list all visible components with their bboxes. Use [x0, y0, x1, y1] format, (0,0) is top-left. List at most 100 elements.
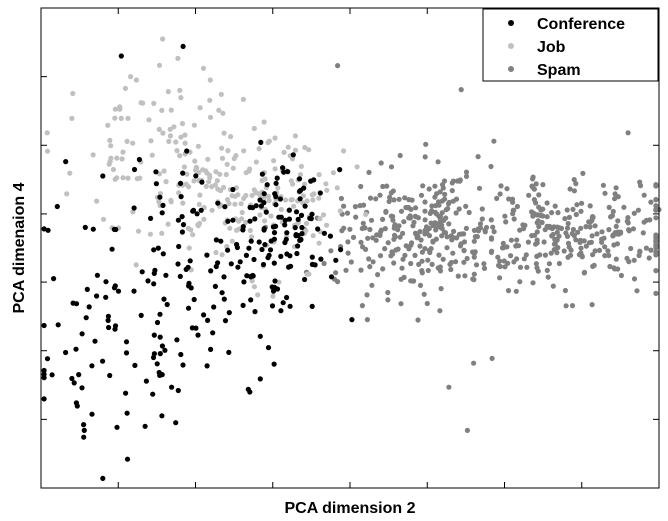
data-point-job: [128, 74, 134, 80]
data-point-job: [221, 130, 227, 136]
data-point-conference: [265, 345, 272, 351]
data-point-spam: [539, 219, 545, 226]
data-point-conference: [210, 330, 216, 336]
data-point-spam: [437, 308, 443, 314]
data-point-conference: [151, 332, 157, 338]
data-point-conference: [49, 372, 55, 378]
data-point-spam: [513, 242, 520, 249]
data-point-conference: [190, 208, 196, 214]
data-point-spam: [384, 183, 390, 189]
data-point-spam: [546, 261, 553, 267]
data-point-spam: [522, 222, 528, 228]
data-point-conference: [123, 339, 130, 345]
data-point-conference: [228, 261, 234, 267]
data-point-conference: [115, 288, 122, 294]
data-point-spam: [479, 216, 485, 222]
data-point-spam: [545, 274, 551, 280]
data-point-job: [191, 122, 197, 128]
data-point-job: [203, 168, 209, 174]
legend: Conference Job Spam: [482, 8, 659, 82]
data-point-conference: [276, 214, 282, 220]
data-point-conference: [94, 272, 100, 278]
data-point-spam: [429, 203, 435, 209]
data-point-spam: [566, 244, 572, 250]
data-point-spam: [631, 257, 637, 263]
data-point-spam: [446, 221, 452, 227]
data-point-spam: [491, 229, 497, 235]
data-point-conference: [247, 218, 253, 224]
data-point-job: [167, 126, 173, 132]
data-point-spam: [641, 219, 647, 225]
data-point-spam: [471, 271, 477, 277]
data-point-spam: [410, 278, 416, 284]
data-point-spam: [569, 303, 576, 309]
data-point-spam: [497, 258, 503, 264]
data-point-conference: [328, 274, 335, 280]
data-point-spam: [653, 196, 659, 203]
axis-ticks: [40, 7, 660, 489]
data-point-spam: [517, 279, 523, 285]
data-point-spam: [471, 254, 477, 260]
data-point-spam: [425, 267, 431, 274]
data-point-spam: [424, 300, 430, 307]
data-point-job: [160, 130, 166, 136]
data-point-conference: [41, 322, 47, 329]
data-point-spam: [436, 252, 442, 258]
data-point-spam: [365, 235, 371, 241]
data-point-spam: [578, 245, 584, 251]
data-point-conference: [333, 257, 339, 263]
data-point-conference: [270, 224, 276, 230]
data-point-spam: [398, 276, 404, 282]
data-point-job: [146, 117, 152, 123]
data-point-spam: [473, 262, 480, 268]
data-point-conference: [252, 216, 258, 222]
data-point-job: [181, 164, 187, 170]
data-point-job: [207, 114, 214, 120]
data-point-conference: [69, 375, 75, 382]
data-point-conference: [226, 310, 232, 316]
data-point-job: [262, 176, 268, 182]
data-point-job: [219, 145, 225, 151]
data-point-job: [149, 152, 155, 158]
data-point-spam: [567, 186, 573, 192]
data-point-conference: [159, 413, 165, 419]
data-point-conference: [271, 236, 277, 242]
data-point-spam: [578, 225, 584, 231]
data-point-spam: [504, 186, 510, 192]
data-point-job: [240, 96, 246, 102]
data-point-job: [168, 199, 174, 205]
data-point-spam: [352, 204, 358, 210]
data-point-spam: [641, 192, 647, 198]
data-point-spam: [648, 199, 654, 205]
data-point-spam: [417, 229, 423, 235]
data-point-job: [249, 192, 255, 198]
data-point-spam: [449, 188, 455, 194]
data-point-job: [160, 36, 166, 42]
data-point-spam: [390, 188, 396, 194]
data-point-job: [134, 176, 140, 182]
data-point-job: [148, 138, 154, 144]
data-point-job: [218, 91, 224, 97]
data-point-job: [151, 100, 157, 106]
data-point-spam: [551, 241, 558, 247]
data-point-spam: [653, 183, 659, 189]
data-point-conference: [259, 246, 265, 253]
data-point-spam: [637, 248, 643, 254]
data-point-spam: [454, 178, 461, 184]
data-point-conference: [177, 273, 183, 279]
data-point-spam: [613, 185, 619, 191]
data-point-spam: [432, 183, 438, 189]
data-point-spam: [364, 317, 370, 323]
data-point-conference: [123, 390, 129, 396]
data-point-job: [197, 192, 203, 198]
data-point-spam: [605, 248, 611, 254]
data-point-conference: [258, 139, 264, 145]
data-point-conference: [230, 217, 236, 223]
data-point-conference: [81, 427, 87, 433]
data-point-conference: [248, 297, 254, 303]
data-point-job: [64, 191, 70, 197]
data-point-spam: [521, 256, 527, 262]
data-point-spam: [402, 252, 408, 258]
data-point-conference: [308, 216, 314, 222]
data-points-layer: [41, 36, 662, 481]
